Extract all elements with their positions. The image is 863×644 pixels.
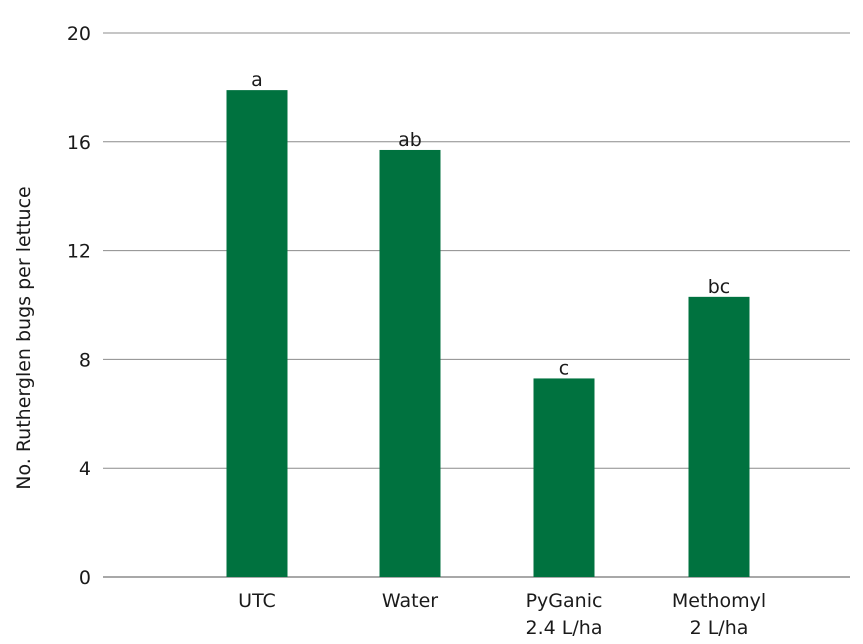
bars	[226, 90, 750, 578]
y-tick-labels: 0 4 8 12 16 20	[67, 23, 91, 589]
y-tick-label: 20	[67, 23, 91, 45]
x-tick-label: 2 L/ha	[690, 617, 749, 639]
y-tick-label: 8	[79, 349, 91, 371]
x-tick-label: Water	[382, 590, 438, 612]
x-tick-label: UTC	[238, 590, 276, 612]
y-tick-label: 4	[79, 458, 91, 480]
x-tick-label: 2.4 L/ha	[526, 617, 603, 639]
bar	[533, 378, 595, 577]
y-tick-label: 0	[79, 567, 91, 589]
x-tick-label: PyGanic	[526, 590, 603, 612]
bar	[688, 296, 750, 577]
data-labels: a ab c bc	[251, 69, 730, 379]
x-tick-label: Methomyl	[672, 590, 766, 612]
bar	[226, 90, 288, 578]
y-tick-label: 16	[67, 132, 91, 154]
data-label: c	[559, 357, 569, 379]
y-axis-title: No. Rutherglen bugs per lettuce	[13, 186, 35, 490]
bar	[379, 149, 441, 577]
data-label: a	[251, 69, 263, 91]
data-label: ab	[398, 129, 422, 151]
x-tick-labels: UTC Water PyGanic 2.4 L/ha Methomyl 2 L/ha	[238, 590, 766, 639]
data-label: bc	[708, 276, 731, 298]
y-tick-label: 12	[67, 241, 91, 263]
